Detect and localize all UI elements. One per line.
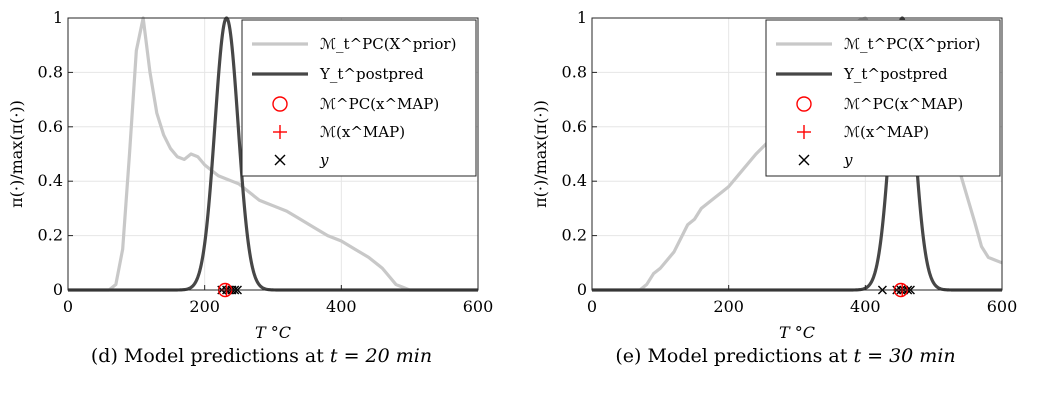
y-tick-label: 0.6 [38, 117, 63, 136]
y-tick-label: 0.6 [562, 117, 587, 136]
legend-label: ℳ(x^MAP) [320, 123, 405, 141]
legend-label: ℳ(x^MAP) [844, 123, 929, 141]
caption-e: (e) Model predictions at t = 30 min [524, 345, 1047, 367]
axes-box [591, 17, 1003, 291]
legend-map-model-swatch [797, 125, 811, 139]
legend-label: ℳ^PC(x^MAP) [844, 95, 963, 113]
legend: ℳ_t^PC(X^prior) Y_t^postpred ℳ^PC(x^MAP) ℳ(… [765, 19, 1001, 177]
y-tick-label: 0.4 [562, 171, 587, 190]
x-axis-label: T °C [779, 323, 815, 342]
legend-map-pc-swatch [272, 96, 288, 112]
x-tick-label: 0 [587, 297, 597, 316]
y-tick-label: 0.8 [38, 62, 63, 81]
chart-d: 0 200 400 600 0 0.2 0.4 0.6 0.8 1 T °C π(·)/max(π(·… [7, 8, 494, 342]
legend-label: ℳ_t^PC(X^prior) [320, 35, 456, 53]
y-tick-label: 0.8 [562, 62, 587, 81]
legend-box [241, 19, 477, 177]
x-tick-label: 400 [850, 297, 881, 316]
legend-y-swatch [798, 154, 810, 166]
legend-label: ℳ^PC(x^MAP) [320, 95, 439, 113]
chart-e: 0 200 400 600 0 0.2 0.4 0.6 0.8 1 T °C π(·)/max(π(·… [531, 8, 1018, 342]
y-tick-label: 0.2 [38, 226, 63, 245]
x-tick-label: 0 [63, 297, 73, 316]
y-tick-label: 1 [577, 8, 587, 27]
caption-e-math: t = 30 min [853, 345, 956, 367]
axes-box [67, 17, 479, 291]
legend-box [765, 19, 1001, 177]
y-axis-label: π(·)/max(π(·)) [531, 100, 550, 208]
y-tick-label: 0.4 [38, 171, 63, 190]
y-tick-label: 0 [577, 280, 587, 299]
x-axis-label: T °C [255, 323, 291, 342]
panel-e: 0 200 400 600 0 0.2 0.4 0.6 0.8 1 T °C π(·)/max(π(·… [524, 0, 1047, 394]
legend-label: y [319, 151, 329, 169]
y-tick-label: 0 [53, 280, 63, 299]
caption-d-text: (d) Model predictions at [90, 345, 324, 367]
legend-y-swatch [274, 154, 286, 166]
series-prior-line [68, 16, 478, 292]
x-tick-label: 600 [987, 297, 1018, 316]
legend-label: Y_t^postpred [319, 65, 424, 83]
legend-map-pc-swatch [796, 96, 812, 112]
y-tick-label: 1 [53, 8, 63, 27]
y-tick-label: 0.2 [562, 226, 587, 245]
panel-d: 0 200 400 600 0 0.2 0.4 0.6 0.8 1 T °C π(·)/max(π(·… [0, 0, 523, 394]
x-tick-label: 400 [326, 297, 357, 316]
caption-d-math: t = 20 min [329, 345, 433, 367]
x-tick-label: 200 [713, 297, 744, 316]
legend-map-model-swatch [273, 125, 287, 139]
legend-label: Y_t^postpred [843, 65, 948, 83]
x-tick-label: 600 [463, 297, 494, 316]
y-axis-label: π(·)/max(π(·)) [7, 100, 26, 208]
legend-label: ℳ_t^PC(X^prior) [844, 35, 980, 53]
legend: ℳ_t^PC(X^prior) Y_t^postpred ℳ^PC(x^MAP) ℳ(… [241, 19, 477, 177]
x-tick-label: 200 [189, 297, 220, 316]
legend-label: y [843, 151, 853, 169]
caption-e-text: (e) Model predictions at [615, 345, 848, 367]
caption-d: (d) Model predictions at t = 20 min [0, 345, 523, 367]
